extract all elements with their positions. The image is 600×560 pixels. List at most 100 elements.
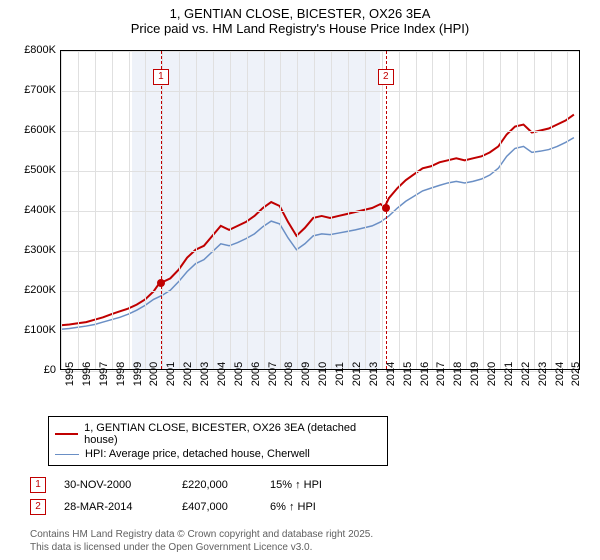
x-axis-tick-label: 2022 [520, 362, 532, 386]
sale-date: 28-MAR-2014 [64, 501, 164, 513]
gridline-h [61, 291, 579, 292]
x-axis-tick-label: 2025 [570, 362, 582, 386]
plot-area: 12 [60, 50, 580, 370]
x-axis-tick-label: 1997 [98, 362, 110, 386]
x-axis-tick-label: 2003 [199, 362, 211, 386]
footer-attribution: Contains HM Land Registry data © Crown c… [30, 528, 600, 554]
chart-title-block: 1, GENTIAN CLOSE, BICESTER, OX26 3EA Pri… [0, 0, 600, 40]
gridline-v [483, 51, 484, 369]
y-axis-tick-label: £100K [24, 324, 56, 336]
x-axis-tick-label: 2013 [368, 362, 380, 386]
footer-line1: Contains HM Land Registry data © Crown c… [30, 528, 600, 541]
gridline-v [112, 51, 113, 369]
chart-title-line2: Price paid vs. HM Land Registry's House … [0, 21, 600, 36]
sale-price: £220,000 [182, 479, 252, 491]
gridline-h [61, 251, 579, 252]
x-axis-tick-label: 2016 [419, 362, 431, 386]
legend-label: HPI: Average price, detached house, Cher… [85, 448, 310, 460]
sale-pct-vs-hpi: 6% ↑ HPI [270, 501, 350, 513]
gridline-v [331, 51, 332, 369]
footer-line2: This data is licensed under the Open Gov… [30, 541, 600, 554]
sale-marker-dot [382, 204, 390, 212]
x-axis-tick-label: 1996 [81, 362, 93, 386]
x-axis-tick-label: 2023 [537, 362, 549, 386]
gridline-v [534, 51, 535, 369]
x-axis-tick-label: 2020 [486, 362, 498, 386]
legend-label: 1, GENTIAN CLOSE, BICESTER, OX26 3EA (de… [84, 422, 381, 446]
legend-swatch [55, 454, 79, 455]
y-axis-tick-label: £400K [24, 204, 56, 216]
gridline-h [61, 211, 579, 212]
legend-item: HPI: Average price, detached house, Cher… [55, 447, 381, 461]
gridline-h [61, 91, 579, 92]
x-axis-tick-label: 2005 [233, 362, 245, 386]
gridline-h [61, 331, 579, 332]
x-axis-tick-label: 2014 [385, 362, 397, 386]
gridline-v [78, 51, 79, 369]
chart-legend: 1, GENTIAN CLOSE, BICESTER, OX26 3EA (de… [48, 416, 388, 466]
gridline-v [466, 51, 467, 369]
gridline-v [145, 51, 146, 369]
gridline-v [517, 51, 518, 369]
sale-row: 1 30-NOV-2000 £220,000 15% ↑ HPI [30, 474, 600, 496]
gridline-h [61, 51, 579, 52]
x-axis-tick-label: 2012 [351, 362, 363, 386]
gridline-v [196, 51, 197, 369]
y-axis-tick-label: £300K [24, 244, 56, 256]
sale-row-marker: 1 [30, 477, 46, 493]
x-axis-tick-label: 2019 [469, 362, 481, 386]
x-axis-tick-label: 2021 [503, 362, 515, 386]
x-axis-tick-label: 1999 [132, 362, 144, 386]
x-axis-tick-label: 2008 [283, 362, 295, 386]
x-axis-tick-label: 1995 [64, 362, 76, 386]
gridline-v [129, 51, 130, 369]
sale-marker-box: 1 [153, 69, 169, 85]
x-axis-tick-label: 2007 [267, 362, 279, 386]
gridline-v [179, 51, 180, 369]
x-axis-tick-label: 2004 [216, 362, 228, 386]
sale-date: 30-NOV-2000 [64, 479, 164, 491]
gridline-v [416, 51, 417, 369]
gridline-v [348, 51, 349, 369]
x-axis-tick-label: 2024 [554, 362, 566, 386]
gridline-v [314, 51, 315, 369]
gridline-v [247, 51, 248, 369]
y-axis-tick-label: £600K [24, 124, 56, 136]
gridline-v [162, 51, 163, 369]
x-axis-tick-label: 1998 [115, 362, 127, 386]
x-axis-tick-label: 2000 [148, 362, 160, 386]
chart-title-line1: 1, GENTIAN CLOSE, BICESTER, OX26 3EA [0, 6, 600, 21]
sale-pct-vs-hpi: 15% ↑ HPI [270, 479, 350, 491]
gridline-h [61, 131, 579, 132]
x-axis-tick-label: 2011 [334, 362, 346, 386]
y-axis-tick-label: £700K [24, 84, 56, 96]
gridline-v [95, 51, 96, 369]
y-axis-tick-label: £500K [24, 164, 56, 176]
gridline-v [567, 51, 568, 369]
gridline-v [280, 51, 281, 369]
sale-marker-box: 2 [378, 69, 394, 85]
sale-price: £407,000 [182, 501, 252, 513]
series-line [61, 115, 574, 326]
gridline-v [213, 51, 214, 369]
sale-marker-dot [157, 279, 165, 287]
gridline-v [297, 51, 298, 369]
x-axis-tick-label: 2002 [182, 362, 194, 386]
legend-swatch [55, 433, 78, 435]
gridline-v [449, 51, 450, 369]
x-axis-tick-label: 2015 [402, 362, 414, 386]
sale-row: 2 28-MAR-2014 £407,000 6% ↑ HPI [30, 496, 600, 518]
x-axis-tick-label: 2010 [317, 362, 329, 386]
gridline-v [61, 51, 62, 369]
x-axis-tick-label: 2009 [300, 362, 312, 386]
x-axis-tick-label: 2006 [250, 362, 262, 386]
gridline-v [500, 51, 501, 369]
x-axis-tick-label: 2001 [165, 362, 177, 386]
sales-table: 1 30-NOV-2000 £220,000 15% ↑ HPI 2 28-MAR-201… [30, 474, 600, 518]
sale-row-marker: 2 [30, 499, 46, 515]
x-axis-tick-label: 2018 [452, 362, 464, 386]
gridline-v [230, 51, 231, 369]
gridline-v [551, 51, 552, 369]
sale-marker-line [161, 51, 162, 369]
y-axis-tick-label: £800K [24, 44, 56, 56]
